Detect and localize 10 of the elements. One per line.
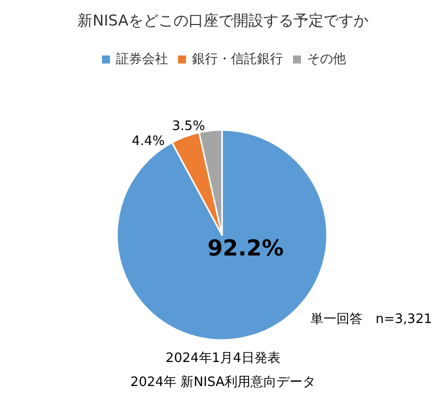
data-label: 4.4% (132, 134, 165, 150)
chart-title: 新NISAをどこの口座で開設する予定ですか (78, 12, 368, 30)
text: 2024年 新NISA利用意向データ (130, 375, 316, 390)
text: 2024年1月4日発表 (166, 351, 280, 366)
legend-label: 銀行・信託銀行 (192, 52, 283, 67)
text: 単一回答 n=3,321 (310, 312, 432, 327)
legend-label: 証券会社 (116, 52, 168, 67)
data-label: 92.2% (207, 236, 284, 262)
legend-label: その他 (307, 52, 346, 67)
data-label: 3.5% (172, 119, 206, 134)
